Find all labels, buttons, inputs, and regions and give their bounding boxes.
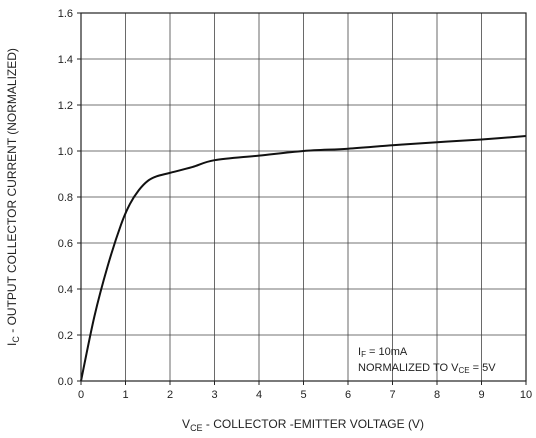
x-tick-label: 5 [300, 389, 306, 401]
y-tick-label: 1.0 [58, 146, 73, 158]
y-tick-label: 0.6 [58, 238, 73, 250]
x-tick-label: 8 [434, 389, 440, 401]
x-tick-label: 0 [78, 389, 84, 401]
grid [80, 12, 527, 382]
x-tick-label: 9 [478, 389, 484, 401]
y-tick-label: 1.2 [58, 100, 73, 112]
annotation-normalized: NORMALIZED TO VCE = 5V [358, 362, 496, 375]
x-tick-label: 3 [211, 389, 217, 401]
y-tick-label: 1.4 [58, 54, 73, 66]
x-tick-label: 2 [167, 389, 173, 401]
y-axis-label: IC - OUTPUT COLLECTOR CURRENT (NORMALIZE… [5, 48, 21, 346]
x-tick-label: 1 [122, 389, 128, 401]
y-tick-label: 1.6 [58, 8, 73, 20]
y-tick-label: 0.2 [58, 330, 73, 342]
x-axis-label: VCE - COLLECTOR -EMITTER VOLTAGE (V) [182, 417, 424, 433]
annotation-if: IF = 10mA [358, 346, 408, 359]
y-tick-label: 0.8 [58, 192, 73, 204]
y-tick-label: 0.0 [58, 376, 73, 388]
series-line [80, 135, 527, 382]
legend-annotation: IF = 10mA NORMALIZED TO VCE = 5V [358, 346, 496, 375]
x-tick-label: 7 [389, 389, 395, 401]
series-layer [80, 135, 527, 382]
x-tick-label: 10 [520, 389, 532, 401]
tick-labels: 0 1 2 3 4 5 6 7 8 9 10 0.0 0.2 0.4 0.6 0.8 1.0 1.2 1.4 1.6 [58, 8, 532, 401]
x-tick-label: 6 [345, 389, 351, 401]
plot-frame [80, 12, 527, 382]
y-tick-label: 0.4 [58, 284, 73, 296]
x-tick-label: 4 [256, 389, 262, 401]
